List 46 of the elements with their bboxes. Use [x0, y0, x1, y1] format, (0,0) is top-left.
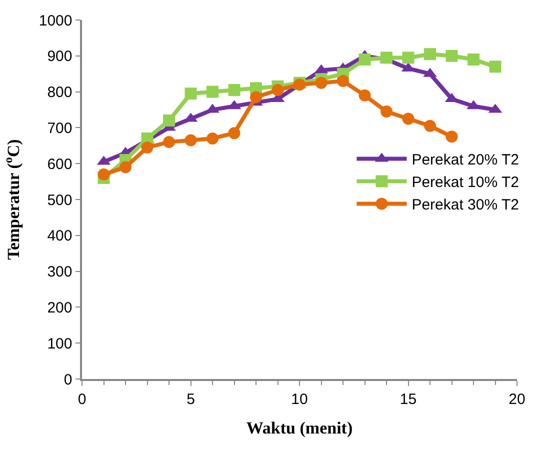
- point: [446, 130, 458, 143]
- point: [141, 141, 154, 154]
- x-tick-label: 15: [400, 390, 417, 408]
- y-tick-label: 100: [47, 335, 72, 352]
- legend-label: Perekat 20% T2: [412, 152, 519, 169]
- point: [184, 88, 197, 100]
- point: [446, 50, 458, 62]
- point: [228, 127, 240, 140]
- x-tick-label: 0: [78, 390, 86, 408]
- x-axis-title: Waktu (menit): [246, 418, 353, 438]
- point: [206, 132, 218, 144]
- point: [228, 84, 240, 96]
- point: [337, 75, 349, 88]
- y-tick-label: 500: [47, 192, 72, 209]
- x-tick-label: 5: [186, 390, 195, 408]
- y-tick-label: 600: [47, 156, 72, 173]
- legend-label: Perekat 10% T2: [412, 174, 519, 192]
- legend-label: Perekat 30% T2: [412, 196, 519, 214]
- point: [358, 53, 371, 66]
- point: [315, 76, 328, 89]
- y-tick-label: 400: [47, 228, 72, 245]
- point: [206, 86, 218, 98]
- y-tick-label: 200: [47, 299, 72, 316]
- point: [489, 60, 502, 73]
- point: [272, 84, 284, 96]
- point: [424, 120, 436, 132]
- point: [402, 112, 414, 125]
- y-tick-label: 800: [47, 84, 72, 102]
- y-tick-label: 900: [47, 48, 72, 66]
- point: [424, 48, 436, 60]
- x-tick-label: 20: [508, 390, 526, 408]
- y-tick-label: 700: [47, 120, 72, 137]
- point: [250, 91, 262, 104]
- y-tick-label: 0: [64, 371, 72, 388]
- point: [120, 161, 132, 174]
- y-tick-label: 300: [47, 264, 72, 281]
- point: [163, 114, 175, 127]
- y-tick-label: 1000: [38, 12, 72, 30]
- x-tick-label: 10: [291, 390, 308, 408]
- point: [402, 52, 414, 64]
- point: [163, 136, 175, 148]
- point: [98, 168, 110, 180]
- point: [358, 89, 371, 102]
- point: [380, 106, 392, 118]
- point: [468, 53, 480, 66]
- point: [184, 134, 197, 146]
